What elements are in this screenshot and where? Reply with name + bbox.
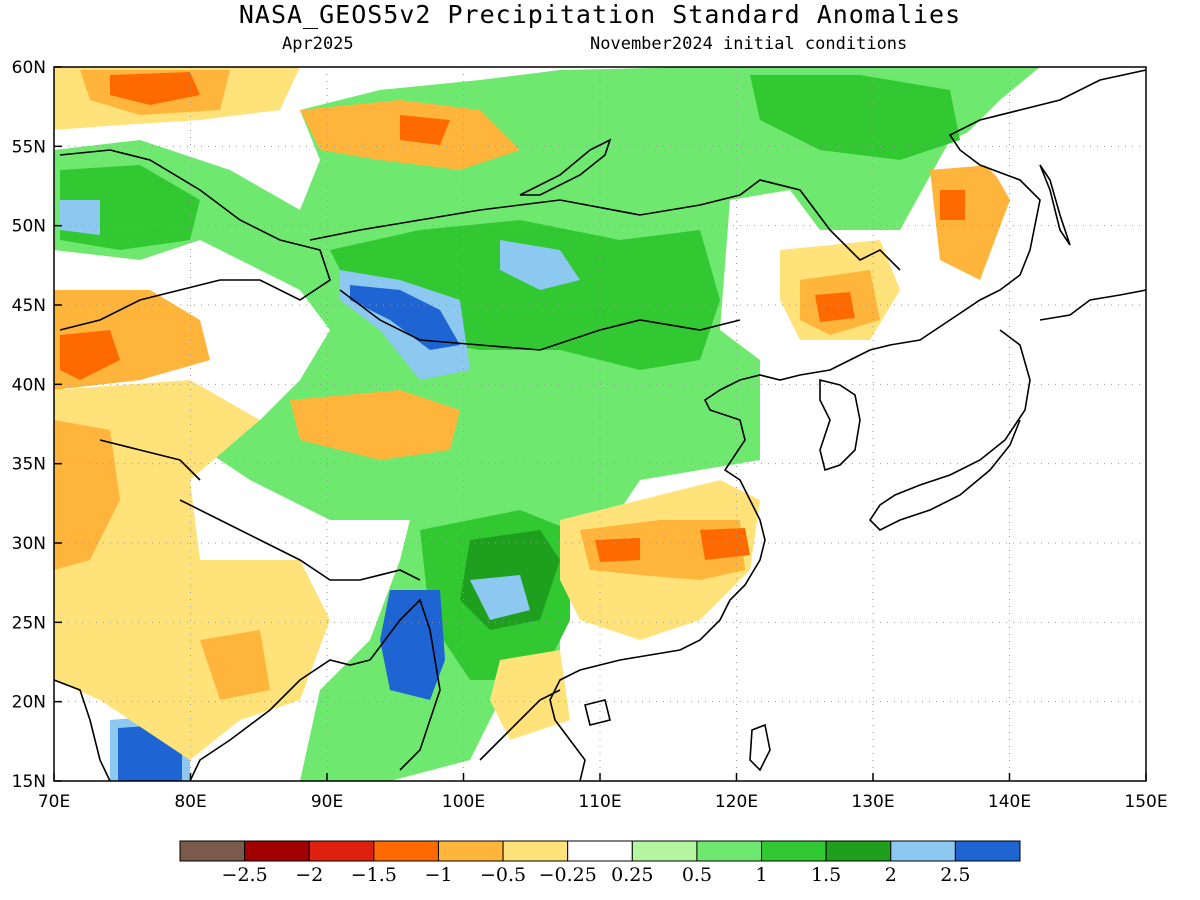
lat-tick-label: 45N [12,296,46,316]
lat-tick-label: 50N [12,217,46,237]
colorbar-swatch [179,840,246,862]
anomaly-region [110,72,200,105]
colorbar-label: −2.5 [222,864,268,886]
ocean-area [960,67,1146,300]
border-kazakhstan [59,149,331,331]
lat-tick-label: 15N [12,772,46,792]
colorbar-label: 0.5 [682,864,712,886]
lon-tick-label: 100E [442,792,485,812]
coastlines [54,69,1146,781]
colorbar [179,840,1021,862]
colorbar-swatch [308,840,375,862]
colorbar-swatch [631,840,698,862]
lon-tick-label: 140E [988,792,1031,812]
graticule [54,67,1146,781]
lat-tick-label: 20N [12,693,46,713]
lon-tick-label: 80E [174,792,206,812]
lake-baikal [519,138,612,196]
colorbar-label: 0.25 [611,864,653,886]
anomaly-region [750,75,960,160]
coastline-japan [868,329,1031,531]
anomaly-region [200,630,270,700]
colorbar-swatch [890,840,956,862]
coastline-india [54,659,371,781]
colorbar-label: −2 [295,864,323,886]
lat-tick-label: 40N [12,375,46,395]
colorbar-swatch [567,840,633,862]
colorbar-label: 2.5 [940,864,970,886]
colorbar-swatch [761,840,827,862]
lat-tick-label: 55N [12,137,46,157]
colorbar-swatch [696,840,763,862]
coastline-sakhalin [1039,164,1071,246]
lat-tick-label: 30N [12,534,46,554]
anomaly-region [815,292,855,322]
coastline-hainan [584,699,611,726]
anomaly-region [595,538,640,562]
anomaly-region [380,590,445,700]
anomaly-region [940,190,965,220]
lat-tick-label: 60N [12,58,46,78]
anomaly-region [290,390,460,460]
anomaly-region [60,330,120,380]
colorbar-swatch [502,840,569,862]
lon-tick-label: 90E [311,792,343,812]
anomaly-region [470,575,530,620]
coastline-east-asia [549,69,1146,781]
colorbar-swatch [437,840,504,862]
colorbar-label: 1.5 [811,864,841,886]
colorbar-label: −0.5 [480,864,526,886]
border-mongolia [309,179,901,351]
anomaly-region [700,528,750,560]
anomaly-region [60,200,100,235]
colorbar-label: 1 [755,864,767,886]
colorbar-label: −1.5 [351,864,397,886]
coastline-hokkaido [1039,289,1146,321]
colorbar-label: 2 [885,864,897,886]
colorbar-swatch [244,840,310,862]
colorbar-swatch [954,840,1021,862]
latitude-axis: 60N 55N 50N 45N 40N 35N 30N 25N 20N 15N [12,58,62,792]
lon-tick-label: 120E [715,792,758,812]
lon-tick-label: 70E [38,792,70,812]
colorbar-swatch [373,840,439,862]
map-title: NASA_GEOS5v2 Precipitation Standard Anom… [238,0,962,29]
border-tibet [99,439,421,581]
lat-tick-label: 35N [12,455,46,475]
initial-conditions: November2024 initial conditions [590,34,908,54]
longitude-axis: 70E 80E 90E 100E 110E 120E 130E 140E 150E [38,773,1168,812]
anomaly-region [490,650,570,740]
anomaly-region [500,240,580,290]
coastline-korea [819,378,861,472]
lat-tick-label: 25N [12,613,46,633]
colorbar-label: −1 [424,864,452,886]
colorbar-swatch [825,840,892,862]
anomaly-region [400,115,450,145]
coastline-indochina [369,598,561,771]
coastline-taiwan [749,723,771,772]
anomaly-region [54,420,120,570]
ocean-area [560,290,1146,781]
lon-tick-label: 130E [851,792,894,812]
anomaly-region [350,285,460,350]
lon-tick-label: 110E [578,792,621,812]
colorbar-label: −0.25 [539,864,597,886]
lon-tick-label: 150E [1124,792,1167,812]
forecast-month: Apr2025 [282,34,354,54]
colorbar-labels: −2.5 −2 −1.5 −1 −0.5 −0.25 0.25 0.5 1 1.5 2 2.5 [222,864,971,886]
